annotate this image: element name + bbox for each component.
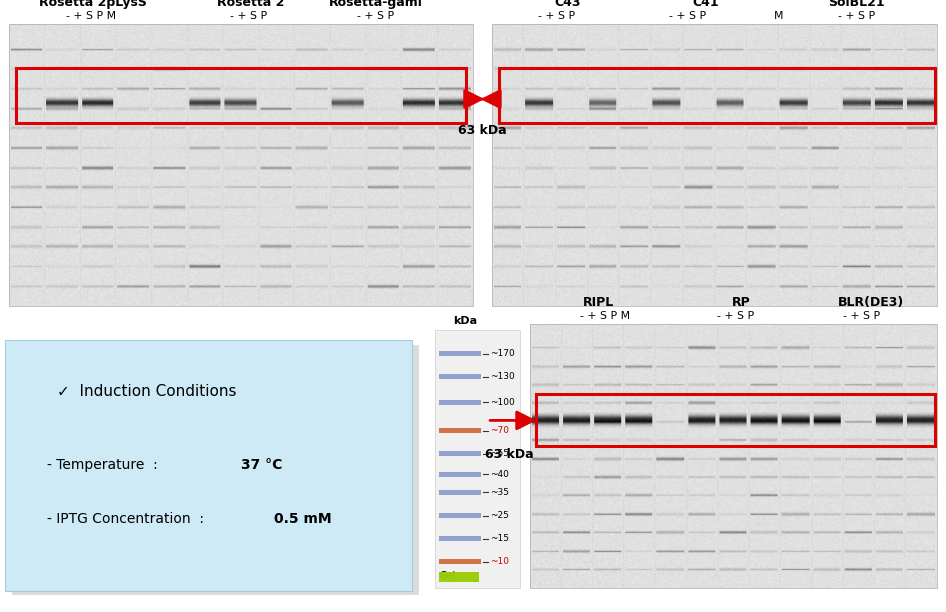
Bar	[530, 324, 937, 588]
FancyBboxPatch shape	[5, 340, 412, 591]
Bar	[439, 472, 482, 477]
Bar	[439, 536, 482, 541]
Bar	[439, 351, 482, 356]
Text: RIPL: RIPL	[584, 296, 615, 309]
Text: ~25: ~25	[490, 511, 509, 520]
Text: 63 kDa: 63 kDa	[484, 448, 534, 461]
FancyBboxPatch shape	[12, 345, 419, 595]
Text: - + S P: - + S P	[717, 311, 754, 321]
Text: ~10: ~10	[490, 558, 510, 566]
Text: ~15: ~15	[490, 534, 510, 543]
Bar	[439, 490, 482, 495]
Bar	[439, 428, 482, 433]
Text: C41: C41	[692, 0, 719, 9]
Text: 0.5 mM: 0.5 mM	[274, 512, 332, 526]
Bar	[9, 24, 473, 306]
Text: ~170: ~170	[490, 349, 516, 358]
Text: - + S P M: - + S P M	[65, 11, 115, 21]
FancyBboxPatch shape	[435, 330, 520, 588]
Bar	[439, 559, 482, 564]
Bar	[439, 400, 482, 405]
Text: - + S P: - + S P	[230, 11, 267, 21]
Text: ~55: ~55	[490, 449, 510, 458]
Text: - IPTG Concentration  :: - IPTG Concentration :	[47, 512, 209, 526]
Text: ~130: ~130	[490, 372, 516, 381]
Text: Rosetta 2pLysS: Rosetta 2pLysS	[39, 0, 147, 9]
Text: BLR(DE3): BLR(DE3)	[838, 296, 904, 309]
Bar	[439, 375, 482, 379]
Text: - + S P M: - + S P M	[580, 311, 630, 321]
Text: - + S P: - + S P	[357, 11, 394, 21]
Text: Gel: Gel	[439, 571, 456, 581]
Text: ✓  Induction Conditions: ✓ Induction Conditions	[57, 384, 236, 399]
Text: kDa: kDa	[453, 316, 477, 326]
Text: - Temperature  :: - Temperature :	[47, 458, 166, 472]
Text: 37 °C: 37 °C	[241, 458, 283, 472]
Text: - + S P: - + S P	[838, 11, 875, 21]
Bar	[439, 513, 482, 518]
Text: Rosetta-gami: Rosetta-gami	[328, 0, 423, 9]
Text: - + S P: - + S P	[843, 311, 880, 321]
Bar	[439, 452, 482, 457]
Text: M: M	[774, 11, 783, 21]
Text: ~40: ~40	[490, 470, 509, 479]
Text: ~100: ~100	[490, 398, 516, 407]
Text: 63 kDa: 63 kDa	[458, 124, 507, 136]
Text: - + S P: - + S P	[538, 11, 575, 21]
Text: ~35: ~35	[490, 488, 510, 497]
Text: - + S P: - + S P	[669, 11, 706, 21]
Bar	[492, 24, 937, 306]
Text: SolBL21: SolBL21	[828, 0, 885, 9]
Text: Rosetta 2: Rosetta 2	[217, 0, 284, 9]
Text: C43: C43	[554, 0, 581, 9]
Text: RP: RP	[732, 296, 751, 309]
Text: ~70: ~70	[490, 426, 510, 435]
Bar	[439, 572, 480, 583]
